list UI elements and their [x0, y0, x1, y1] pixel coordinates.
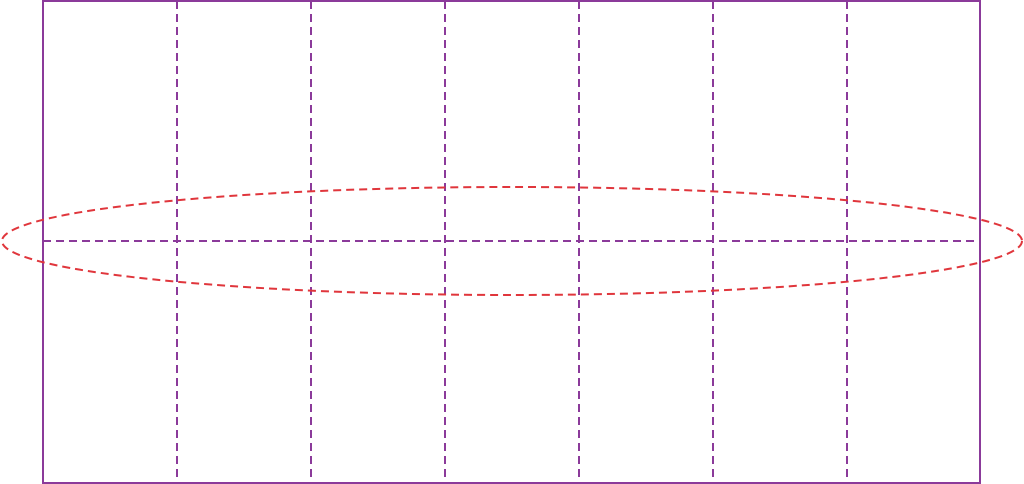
- dashed-ellipse: [1, 186, 1023, 296]
